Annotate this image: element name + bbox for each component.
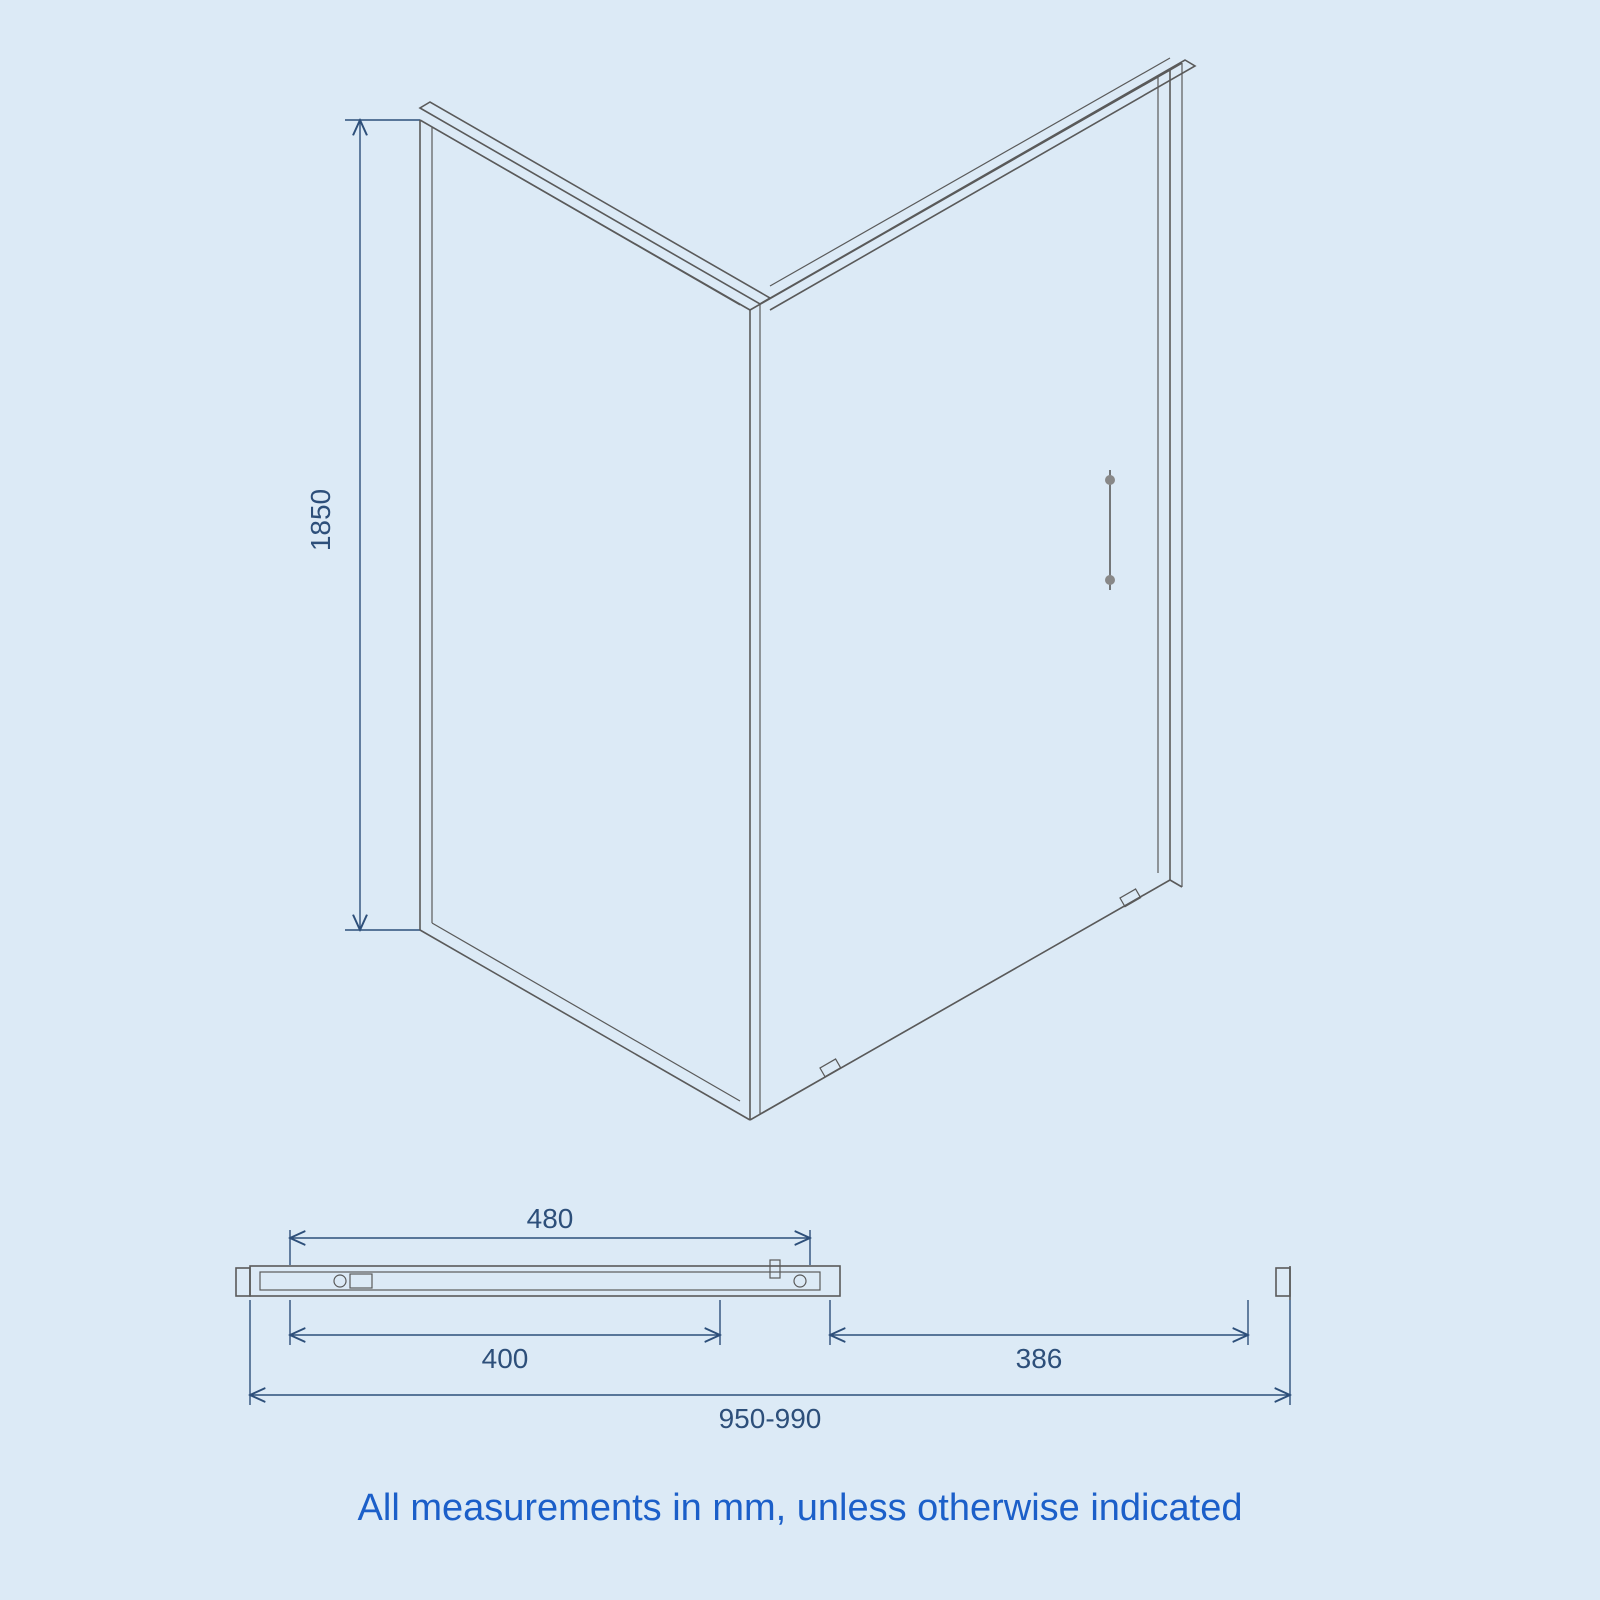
dim-total: 950-990 bbox=[250, 1300, 1290, 1434]
fixed-panel bbox=[420, 102, 770, 1120]
drawing-canvas: 1850 bbox=[0, 0, 1600, 1600]
plan-view: 480 400 bbox=[236, 1203, 1290, 1434]
dim-total-label: 950-990 bbox=[719, 1403, 822, 1434]
plan-rail bbox=[236, 1260, 1290, 1300]
dim-386-label: 386 bbox=[1016, 1343, 1063, 1374]
center-mullion bbox=[750, 304, 760, 1120]
sliding-panel bbox=[750, 58, 1195, 1120]
dim-480-label: 480 bbox=[527, 1203, 574, 1234]
door-handle bbox=[1105, 470, 1115, 590]
bottom-track-marks bbox=[820, 889, 1141, 1077]
caption-text: All measurements in mm, unless otherwise… bbox=[358, 1487, 1243, 1529]
isometric-view: 1850 bbox=[305, 58, 1195, 1120]
dim-386: 386 bbox=[830, 1300, 1248, 1374]
dim-480: 480 bbox=[290, 1203, 810, 1265]
dim-400-label: 400 bbox=[482, 1343, 529, 1374]
dim-400: 400 bbox=[290, 1300, 720, 1374]
height-dimension: 1850 bbox=[305, 120, 420, 930]
height-label: 1850 bbox=[305, 489, 336, 551]
